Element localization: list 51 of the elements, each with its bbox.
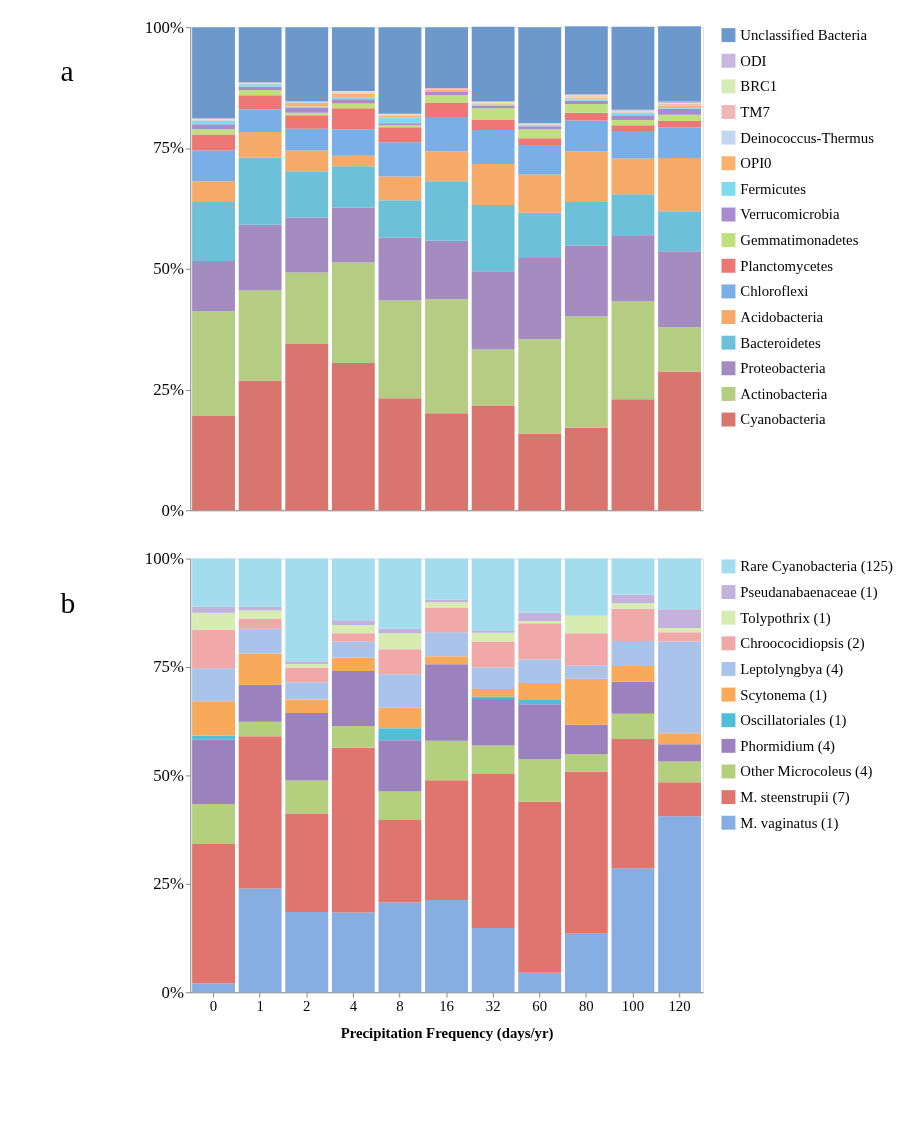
y-tick-label: 100%: [144, 548, 184, 568]
text: Tolypothrix (1): [740, 609, 831, 627]
legend-label: BRC1: [740, 78, 778, 95]
legend-label: Verrucomicrobia: [740, 206, 840, 223]
legend-label: Rare Cyanobacteria (125): [740, 558, 893, 576]
legend-label: Planctomycetes: [740, 257, 834, 274]
x-tick-label: 16: [439, 998, 454, 1015]
y-tick-label: 0%: [161, 500, 184, 520]
legend-label: Scytonema (1): [740, 686, 827, 704]
legend-label: M. vaginatus (1): [740, 814, 839, 832]
y-tick-label: 75%: [153, 657, 184, 677]
legend-label: TM7: [740, 103, 770, 120]
x-tick-label: 1: [256, 998, 264, 1015]
y-tick-label: 25%: [153, 379, 184, 399]
legend-label: Gemmatimonadetes: [740, 232, 859, 249]
legend-label: Deinococcus-Thermus: [740, 129, 875, 146]
y-tick-label: 100%: [144, 17, 184, 37]
x-tick-label: 100: [621, 998, 645, 1015]
x-tick-label: 32: [485, 998, 501, 1015]
x-tick-label: 120: [668, 998, 691, 1015]
legend-label: Unclassified Bacteria: [740, 27, 868, 44]
legend-label: ODI: [740, 52, 767, 69]
x-tick-label: 80: [578, 998, 594, 1015]
legend-label: Fermicutes: [740, 180, 807, 197]
y-tick-label: 25%: [153, 874, 184, 894]
legend-label: Oscillatoriales (1): [740, 712, 847, 730]
x-tick-label: 4: [349, 998, 358, 1015]
legend-label: Bacteroidetes: [740, 334, 821, 351]
legend-label: OPI0: [740, 155, 772, 172]
x-tick-label: 0: [209, 998, 218, 1015]
legend-label: Chroococidiopsis (2): [740, 635, 865, 653]
legend-label: Cyanobacteria: [740, 411, 827, 428]
y-tick-label: 50%: [153, 765, 184, 785]
legend-label: Phormidium (4): [740, 737, 836, 755]
y-tick-label: 75%: [153, 138, 184, 158]
x-tick-label: 8: [396, 998, 404, 1015]
y-tick-label: 50%: [153, 259, 184, 279]
text: b: [60, 586, 76, 619]
legend-label: Other Microcoleus (4): [740, 763, 873, 781]
legend-label: Acidobacteria: [740, 308, 824, 325]
y-tick-label: 0%: [161, 982, 184, 1002]
legend-label: M. steenstrupii (7): [740, 789, 850, 807]
x-tick-label: 2: [303, 998, 311, 1015]
legend-label: Chloroflexi: [740, 283, 809, 300]
x-tick-label: 60: [532, 998, 548, 1015]
text: Pseudanabaenaceae (1): [740, 583, 878, 601]
text: a: [60, 55, 74, 88]
legend-label: Proteobacteria: [740, 360, 827, 377]
legend-label: Leptolyngbya (4): [740, 660, 844, 678]
x-axis-title: Precipitation Frequency (days/yr): [340, 1025, 554, 1043]
legend-label: Actinobacteria: [740, 385, 828, 402]
